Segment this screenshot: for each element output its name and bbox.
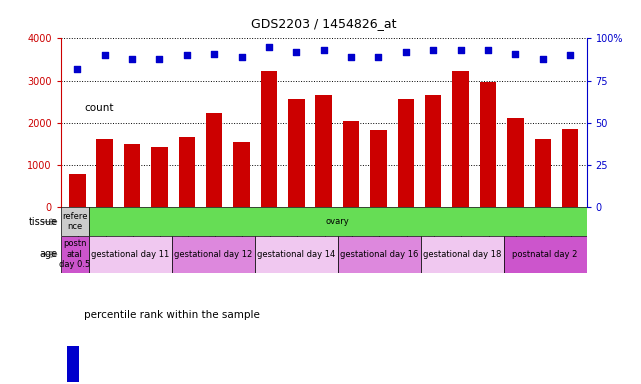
Bar: [179, 137, 195, 207]
Bar: [343, 121, 360, 207]
Bar: [61, 207, 88, 236]
Bar: [206, 113, 222, 207]
Point: [401, 49, 411, 55]
Text: age: age: [40, 249, 58, 260]
Point: [456, 47, 466, 53]
Point: [538, 56, 548, 62]
Text: percentile rank within the sample: percentile rank within the sample: [84, 310, 260, 320]
Point: [346, 54, 356, 60]
Bar: [425, 95, 442, 207]
Bar: [370, 130, 387, 207]
Point: [319, 47, 329, 53]
Point: [127, 56, 137, 62]
Bar: [61, 236, 88, 273]
Text: postnatal day 2: postnatal day 2: [512, 250, 578, 259]
Point: [428, 47, 438, 53]
Bar: [397, 99, 414, 207]
Text: gestational day 14: gestational day 14: [257, 250, 335, 259]
Bar: [88, 236, 172, 273]
Bar: [504, 236, 587, 273]
Bar: [338, 236, 420, 273]
Bar: [97, 139, 113, 207]
Text: gestational day 12: gestational day 12: [174, 250, 252, 259]
Bar: [151, 147, 168, 207]
Text: gestational day 16: gestational day 16: [340, 250, 418, 259]
Bar: [315, 94, 332, 207]
Point: [373, 54, 383, 60]
Bar: [453, 71, 469, 207]
Bar: [261, 71, 277, 207]
Point: [264, 44, 274, 50]
Text: ovary: ovary: [326, 217, 349, 226]
Text: refere
nce: refere nce: [62, 212, 87, 232]
Bar: [420, 236, 504, 273]
Point: [510, 51, 520, 57]
Bar: [562, 129, 578, 207]
Bar: [67, 248, 79, 382]
Bar: [254, 236, 338, 273]
Point: [72, 66, 83, 72]
Text: gestational day 18: gestational day 18: [423, 250, 501, 259]
Bar: [67, 40, 79, 175]
Point: [565, 52, 575, 58]
Point: [99, 52, 110, 58]
Text: GDS2203 / 1454826_at: GDS2203 / 1454826_at: [251, 17, 396, 30]
Bar: [124, 144, 140, 207]
Point: [291, 49, 301, 55]
Text: gestational day 11: gestational day 11: [91, 250, 169, 259]
Bar: [479, 82, 496, 207]
Point: [483, 47, 493, 53]
Text: tissue: tissue: [29, 217, 58, 227]
Text: count: count: [84, 103, 113, 113]
Text: postn
atal
day 0.5: postn atal day 0.5: [59, 240, 90, 269]
Point: [237, 54, 247, 60]
Bar: [233, 142, 250, 207]
Bar: [69, 174, 85, 207]
Point: [181, 52, 192, 58]
Bar: [288, 99, 304, 207]
Bar: [172, 236, 254, 273]
Point: [154, 56, 165, 62]
Point: [209, 51, 219, 57]
Bar: [535, 139, 551, 207]
Bar: [507, 118, 524, 207]
